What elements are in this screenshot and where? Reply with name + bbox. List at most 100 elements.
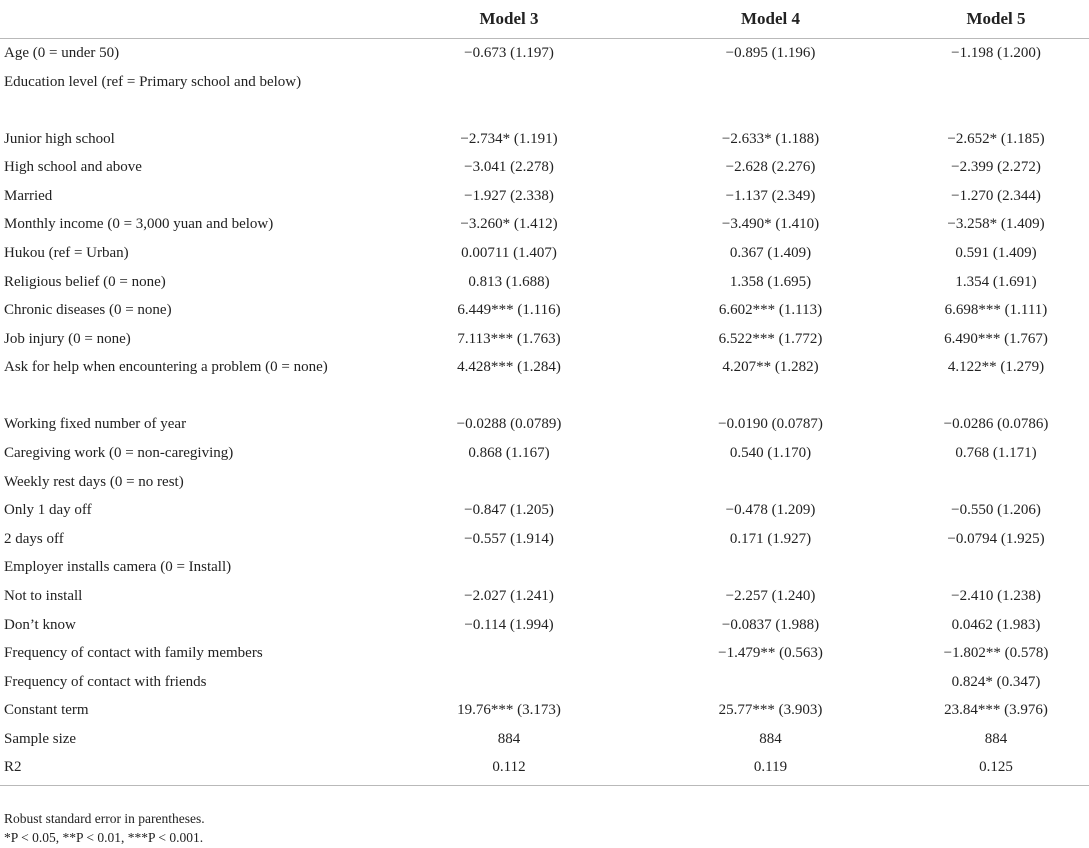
model-3-cell: 0.112 bbox=[380, 753, 638, 787]
row-label: Only 1 day off bbox=[4, 502, 92, 519]
row-label: Working fixed number of year bbox=[4, 416, 187, 433]
row-label: R2 bbox=[0, 753, 380, 787]
model-4-cell: 25.77*** (3.903) bbox=[718, 702, 823, 719]
model-5-cell: 1.354 (1.691) bbox=[955, 273, 1037, 290]
model-3-cell: 0.813 (1.688) bbox=[468, 273, 550, 290]
model-4-cell: −2.628 (2.276) bbox=[725, 159, 816, 176]
model-3-cell: 4.428*** (1.284) bbox=[457, 359, 561, 376]
table-row: Religious belief (0 = none) 0.813 (1.688)… bbox=[0, 268, 1089, 297]
model-3-cell bbox=[380, 68, 638, 125]
model-3-cell: −0.557 (1.914) bbox=[464, 530, 554, 547]
model-3-cell: −0.673 (1.197) bbox=[464, 45, 554, 61]
model-5-cell: 6.490*** (1.767) bbox=[944, 330, 1048, 347]
model-4-cell: −0.895 (1.196) bbox=[725, 45, 816, 61]
model-4-cell: −0.0837 (1.988) bbox=[721, 616, 820, 633]
header-model-4: Model 4 bbox=[638, 0, 903, 39]
header-model-3: Model 3 bbox=[380, 0, 638, 39]
table-row: Don’t know −0.114 (1.994) −0.0837 (1.988) 0… bbox=[0, 611, 1089, 640]
model-4-cell: 0.171 (1.927) bbox=[729, 530, 812, 547]
model-3-cell: 0.868 (1.167) bbox=[468, 444, 550, 461]
row-label: Chronic diseases (0 = none) bbox=[4, 302, 172, 319]
model-5-cell bbox=[903, 468, 1089, 497]
row-label: Hukou (ref = Urban) bbox=[4, 244, 129, 261]
model-3-cell: −3.041 (2.278) bbox=[464, 159, 554, 176]
model-4-cell bbox=[638, 553, 903, 582]
regression-table: Model 3 Model 4 Model 5 Age (0 = under 5… bbox=[0, 0, 1089, 787]
row-label: Monthly income (0 = 3,000 yuan and below… bbox=[4, 216, 274, 233]
row-label: Married bbox=[4, 187, 53, 204]
model-5-cell: −1.198 (1.200) bbox=[951, 45, 1041, 61]
model-5-cell: 0.591 (1.409) bbox=[955, 244, 1037, 261]
table-row: Ask for help when encountering a problem… bbox=[0, 353, 1089, 410]
row-label: Weekly rest days (0 = no rest) bbox=[4, 473, 184, 490]
table-row: Hukou (ref = Urban) 0.00711 (1.407) 0.367 … bbox=[0, 239, 1089, 268]
model-4-cell bbox=[638, 668, 903, 697]
model-5-cell: −2.410 (1.238) bbox=[951, 587, 1041, 604]
model-4-cell: −3.490* (1.410) bbox=[721, 216, 820, 233]
header-variable-column bbox=[0, 0, 380, 39]
table-note-significance: *P < 0.05, **P < 0.01, ***P < 0.001. bbox=[4, 830, 204, 845]
table-row: Education level (ref = Primary school an… bbox=[0, 68, 1089, 125]
model-5-cell bbox=[903, 553, 1089, 582]
model-5-cell: −2.399 (2.272) bbox=[951, 159, 1041, 176]
row-label: 2 days off bbox=[4, 530, 64, 547]
model-4-cell: 1.358 (1.695) bbox=[729, 273, 812, 290]
table-row: Weekly rest days (0 = no rest) bbox=[0, 468, 1089, 497]
model-4-cell: 6.522*** (1.772) bbox=[718, 330, 823, 347]
model-5-cell: −0.0286 (0.0786) bbox=[943, 416, 1049, 433]
row-label: Frequency of contact with friends bbox=[4, 673, 207, 690]
model-3-cell: −0.114 (1.994) bbox=[464, 616, 554, 633]
model-5-cell: 6.698*** (1.111) bbox=[944, 302, 1048, 319]
table-body: Age (0 = under 50) −0.673 (1.197) −0.895 (… bbox=[0, 39, 1089, 787]
table-row: Monthly income (0 = 3,000 yuan and below… bbox=[0, 210, 1089, 239]
model-3-cell: 0.00711 (1.407) bbox=[461, 244, 557, 261]
model-5-cell: 4.122** (1.279) bbox=[947, 359, 1045, 376]
model-3-cell: −2.027 (1.241) bbox=[464, 587, 554, 604]
model-5-cell: −0.550 (1.206) bbox=[951, 502, 1041, 519]
model-4-cell: −0.0190 (0.0787) bbox=[718, 416, 823, 433]
row-label: Employer installs camera (0 = Install) bbox=[4, 559, 232, 576]
model-3-cell bbox=[380, 553, 638, 582]
model-4-cell: 4.207** (1.282) bbox=[722, 359, 819, 376]
table-row: Age (0 = under 50) −0.673 (1.197) −0.895 (… bbox=[0, 39, 1089, 68]
row-label: Ask for help when encountering a problem… bbox=[4, 359, 328, 376]
model-3-cell bbox=[380, 468, 638, 497]
table-row: Caregiving work (0 = non-caregiving) 0.86… bbox=[0, 439, 1089, 468]
model-5-cell: 884 bbox=[984, 730, 1008, 747]
table-row: Frequency of contact with family members… bbox=[0, 639, 1089, 668]
model-5-cell: −3.258* (1.409) bbox=[947, 216, 1045, 233]
table-row: 2 days off −0.557 (1.914) 0.171 (1.927) −0.… bbox=[0, 525, 1089, 554]
row-label: High school and above bbox=[4, 159, 142, 176]
model-3-cell: 6.449*** (1.116) bbox=[457, 302, 561, 319]
model-5-cell: −1.802** (0.578) bbox=[943, 645, 1049, 662]
row-label: Don’t know bbox=[4, 616, 76, 633]
model-3-cell: −2.734* (1.191) bbox=[460, 130, 558, 147]
model-5-cell: 23.84*** (3.976) bbox=[944, 702, 1048, 719]
table-row: Not to install −2.027 (1.241) −2.257 (1.24… bbox=[0, 582, 1089, 611]
row-label: Constant term bbox=[4, 702, 89, 719]
table-row: Job injury (0 = none) 7.113*** (1.763) 6.5… bbox=[0, 325, 1089, 354]
table-row: Constant term 19.76*** (3.173) 25.77*** (3… bbox=[0, 696, 1089, 725]
row-label: Religious belief (0 = none) bbox=[4, 273, 166, 290]
model-5-cell: −1.270 (2.344) bbox=[951, 187, 1041, 204]
model-4-cell: 0.119 bbox=[638, 753, 903, 787]
model-3-cell: 7.113*** (1.763) bbox=[457, 330, 561, 347]
table-row: Married −1.927 (2.338) −1.137 (2.349) −1.27… bbox=[0, 182, 1089, 211]
model-4-cell: 0.367 (1.409) bbox=[729, 244, 812, 261]
table-row: Sample size 884 884 884 bbox=[0, 725, 1089, 754]
row-label: Caregiving work (0 = non-caregiving) bbox=[4, 444, 234, 461]
model-3-cell: −3.260* (1.412) bbox=[460, 216, 558, 233]
model-4-cell: 0.540 (1.170) bbox=[729, 444, 812, 461]
model-4-cell: 884 bbox=[759, 730, 782, 747]
model-4-cell bbox=[638, 68, 903, 125]
table-row: Junior high school −2.734* (1.191) −2.633*… bbox=[0, 125, 1089, 154]
model-3-cell bbox=[380, 668, 638, 697]
row-label: Not to install bbox=[4, 587, 83, 604]
model-5-cell: 0.0462 (1.983) bbox=[951, 616, 1041, 633]
model-4-cell: −2.633* (1.188) bbox=[721, 130, 820, 147]
model-4-cell: −1.479** (0.563) bbox=[718, 645, 823, 662]
model-4-cell: 6.602*** (1.113) bbox=[718, 302, 823, 319]
row-label: Age (0 = under 50) bbox=[4, 45, 120, 61]
table-row: Working fixed number of year −0.0288 (0.0… bbox=[0, 410, 1089, 439]
